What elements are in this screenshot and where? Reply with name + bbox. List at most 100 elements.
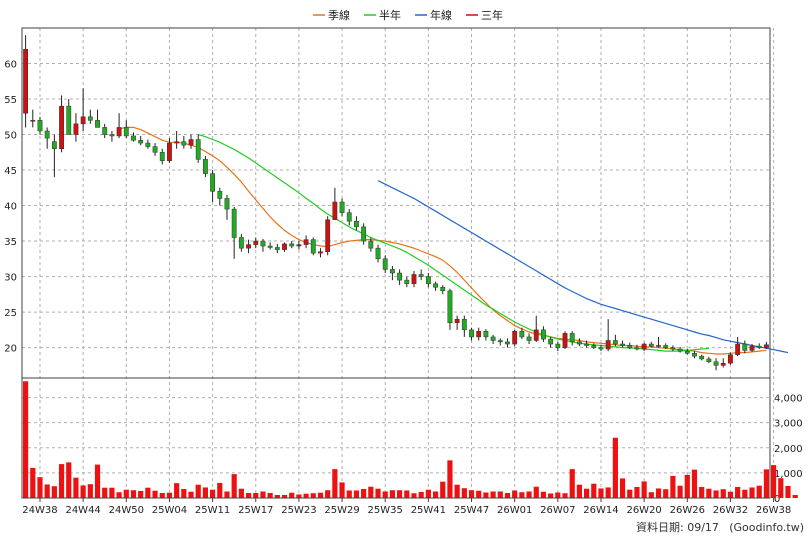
volume-bar — [224, 491, 230, 498]
volume-bar — [181, 488, 187, 498]
time-tick-label: 26W26 — [670, 505, 705, 516]
volume-bar — [619, 478, 626, 498]
candle-body-down — [584, 343, 590, 346]
candle-body-down — [555, 343, 561, 348]
candle-body-up — [282, 243, 287, 250]
volume-bar — [210, 489, 216, 498]
candle-body-down — [483, 331, 489, 338]
candle-body-down — [425, 276, 431, 284]
candle-body-up — [411, 274, 417, 284]
candle-body-up — [325, 219, 331, 252]
time-tick-label: 26W20 — [626, 505, 661, 516]
volume-bar — [303, 493, 309, 498]
candle-body-down — [505, 341, 510, 345]
volume-bar — [706, 488, 712, 498]
volume-bar — [174, 483, 180, 498]
volume-bar — [238, 488, 244, 498]
candle-body-down — [576, 341, 582, 345]
volume-bar — [742, 489, 748, 498]
candle-body-down — [44, 130, 50, 139]
candle-body-up — [656, 345, 661, 347]
volume-bar — [720, 489, 726, 498]
volume-bar — [382, 491, 388, 498]
volume-bar — [102, 487, 108, 498]
candle-body-up — [512, 331, 518, 345]
volume-bar — [584, 488, 590, 498]
volume-bar — [274, 494, 280, 498]
volume-bar — [310, 493, 316, 498]
price-tick-label: 60 — [4, 60, 17, 71]
candle-body-down — [274, 247, 280, 250]
gridlines — [22, 28, 775, 498]
candle-body-up — [735, 343, 741, 355]
candle-body-down — [102, 127, 108, 135]
volume-tick-label: 1,000 — [774, 469, 803, 480]
volume-bar — [37, 477, 43, 498]
candle-body-down — [418, 274, 424, 277]
candle-body-down — [152, 146, 158, 153]
volume-bar — [598, 488, 604, 498]
ma-halfyear-line — [198, 133, 709, 352]
volume-bar — [296, 494, 302, 498]
price-tick-label: 20 — [4, 344, 17, 355]
time-tick-label: 25W29 — [324, 505, 359, 516]
volume-bar — [73, 477, 79, 498]
volume-bar — [368, 486, 374, 498]
candle-body-down — [447, 290, 453, 323]
volume-bar — [109, 487, 115, 498]
candle-body-up — [30, 120, 36, 122]
candle-body-up — [116, 127, 122, 137]
time-tick-label: 25W41 — [411, 505, 446, 516]
volume-bar — [778, 478, 784, 498]
volume-bar — [332, 469, 338, 498]
volume-bar — [267, 492, 273, 498]
volume-bar — [677, 485, 683, 498]
legend-label: 季線 — [328, 8, 350, 22]
volume-bar — [447, 460, 453, 498]
candle-body-up — [749, 345, 755, 351]
candle-body-down — [87, 116, 93, 121]
volume-bar — [612, 437, 618, 498]
volume-bar — [576, 484, 582, 498]
candle-body-down — [181, 141, 187, 146]
price-tick-label: 45 — [4, 166, 17, 177]
candle-body-up — [562, 333, 568, 348]
candle-body-up — [332, 201, 338, 221]
candle-body-up — [454, 318, 460, 323]
legend-label: 年線 — [430, 8, 452, 22]
volume-bar — [641, 481, 647, 498]
volume-bar — [80, 485, 86, 498]
volume-bar — [339, 482, 345, 498]
volume-bar — [253, 492, 259, 498]
volume-bar — [130, 490, 137, 498]
time-tick-label: 25W17 — [238, 505, 273, 516]
candle-body-up — [476, 331, 482, 338]
price-tick-label: 50 — [4, 131, 17, 142]
volume-bars — [23, 381, 798, 498]
time-tick-label: 26W01 — [497, 505, 532, 516]
volume-bar — [23, 381, 29, 498]
volume-bar — [425, 489, 431, 498]
volume-bar — [663, 489, 669, 498]
volume-bar — [44, 484, 50, 498]
candle-body-down — [231, 208, 237, 238]
volume-bar — [562, 493, 568, 498]
candle-body-down — [612, 340, 618, 345]
volume-bar — [468, 490, 475, 498]
volume-bar — [591, 483, 597, 498]
volume-bar — [555, 492, 561, 498]
volume-bar — [727, 491, 734, 498]
time-tick-label: 24W38 — [22, 505, 57, 516]
volume-tick-label: 4,000 — [774, 394, 803, 405]
candle-body-down — [95, 120, 100, 128]
candle-body-down — [469, 329, 474, 338]
candle-body-down — [404, 279, 410, 284]
volume-bar — [375, 488, 381, 498]
candle-body-up — [728, 354, 733, 364]
volume-bar — [440, 481, 446, 498]
volume-bar — [145, 487, 151, 498]
price-tick-label: 40 — [4, 202, 17, 213]
candle-body-up — [720, 362, 726, 366]
candle-body-down — [706, 358, 712, 363]
candle-body-down — [210, 173, 216, 192]
